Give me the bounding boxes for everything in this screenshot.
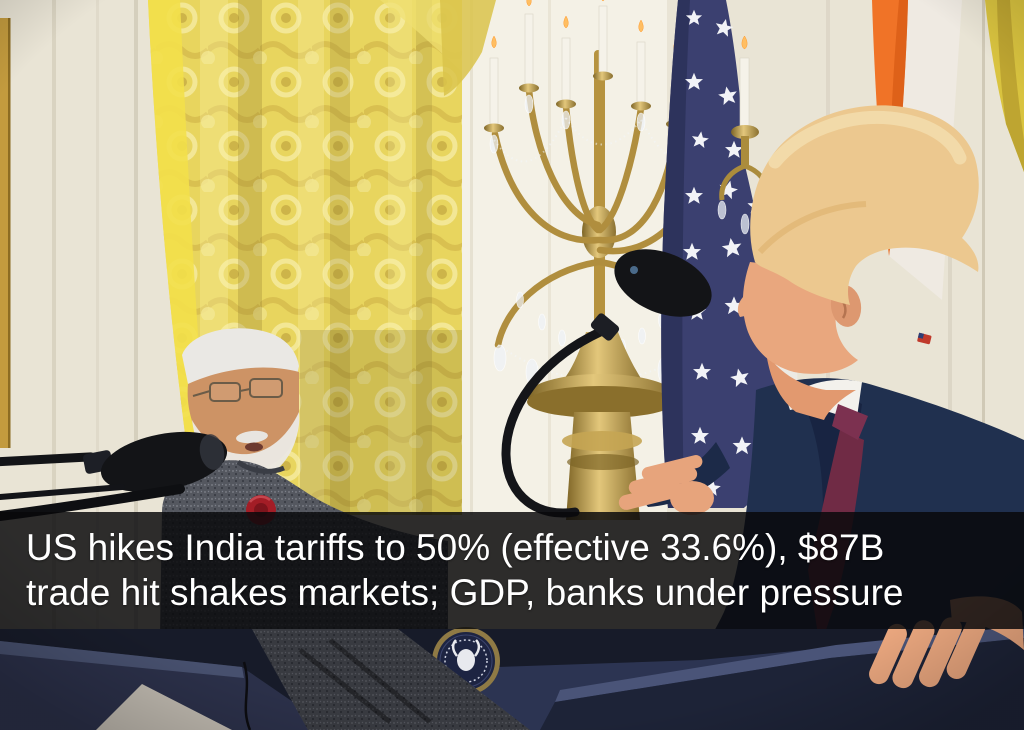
caption-text-line-2: trade hit shakes markets; GDP, banks und… [26,572,904,613]
caption-text-line-1: US hikes India tariffs to 50% (effective… [26,527,885,568]
caption-bar: US hikes India tariffs to 50% (effective… [0,512,1024,629]
